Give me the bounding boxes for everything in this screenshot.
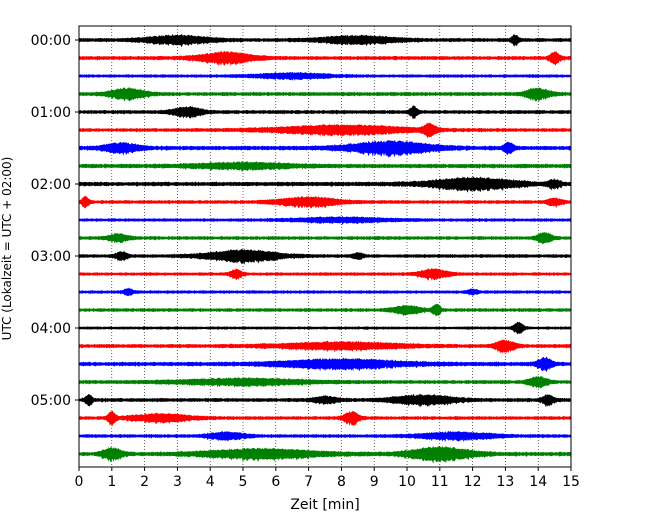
x-tick-label: 9 xyxy=(370,474,379,490)
y-tick-label: 04:00 xyxy=(31,321,71,337)
x-tick-label: 10 xyxy=(398,474,416,490)
x-tick-label: 1 xyxy=(107,474,116,490)
trace-03:15 xyxy=(78,267,572,281)
trace-01:00 xyxy=(78,105,572,120)
x-tick-label: 13 xyxy=(496,474,514,490)
trace-00:45 xyxy=(78,87,572,102)
y-tick-label: 03:00 xyxy=(31,249,71,265)
trace-04:00 xyxy=(78,321,572,335)
seismic-traces xyxy=(78,33,572,464)
plot-frame xyxy=(78,25,572,468)
trace-01:15 xyxy=(78,122,572,139)
x-tick-label: 7 xyxy=(304,474,313,490)
x-tick-label: 4 xyxy=(206,474,215,490)
trace-05:45 xyxy=(78,445,572,464)
trace-01:30 xyxy=(78,140,572,158)
trace-00:00 xyxy=(78,33,572,48)
trace-03:30 xyxy=(78,287,572,297)
x-tick-label: 14 xyxy=(529,474,547,490)
x-tick-label: 3 xyxy=(173,474,182,490)
y-axis-label: UTC (Lokalzeit = UTC + 02:00) xyxy=(0,157,14,341)
trace-00:15 xyxy=(78,50,572,67)
x-axis-label: Zeit [min] xyxy=(290,497,359,513)
trace-02:30 xyxy=(78,216,572,225)
x-tick-label: 11 xyxy=(431,474,449,490)
x-tick-label: 12 xyxy=(464,474,482,490)
trace-05:30 xyxy=(78,430,572,443)
trace-01:45 xyxy=(78,160,572,173)
trace-04:30 xyxy=(78,356,572,373)
trace-02:15 xyxy=(78,195,572,209)
trace-04:45 xyxy=(78,375,572,389)
y-tick-label: 01:00 xyxy=(31,105,71,121)
trace-03:00 xyxy=(78,248,572,265)
y-tick-label: 02:00 xyxy=(31,177,71,193)
x-tick-label: 5 xyxy=(239,474,248,490)
trace-04:15 xyxy=(78,339,572,354)
trace-03:45 xyxy=(78,303,572,317)
y-tick-label: 00:00 xyxy=(31,33,71,49)
y-axis-ticks: 00:00 01:00 02:00 03:00 04:00 05:00 xyxy=(31,33,79,409)
x-tick-label: 0 xyxy=(75,474,84,490)
trace-02:00 xyxy=(78,176,572,193)
x-tick-label: 8 xyxy=(337,474,346,490)
axes-frame xyxy=(78,25,572,468)
trace-02:45 xyxy=(78,231,572,245)
x-tick-label: 2 xyxy=(140,474,149,490)
trace-00:30 xyxy=(78,71,572,81)
x-axis-ticks: 0 1 2 3 4 5 6 7 8 9 10 11 12 13 14 15 xyxy=(75,467,580,490)
trace-05:15 xyxy=(78,410,572,427)
x-tick-label: 15 xyxy=(562,474,580,490)
trace-05:00 xyxy=(78,393,572,408)
y-tick-label: 05:00 xyxy=(31,393,71,409)
x-tick-label: 6 xyxy=(271,474,280,490)
